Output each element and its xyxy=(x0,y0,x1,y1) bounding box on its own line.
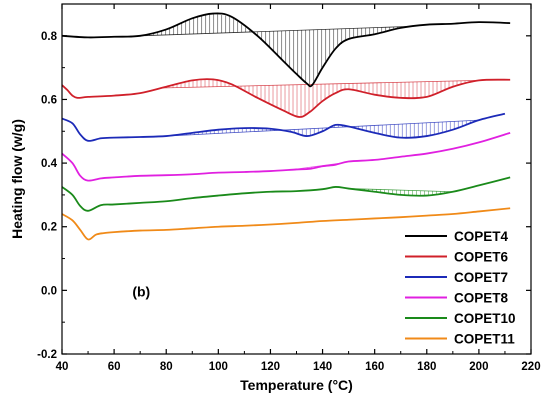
x-tick-label: 80 xyxy=(160,361,173,373)
x-tick-label: 40 xyxy=(56,361,69,373)
legend: COPET4 COPET6 COPET7 COPET8 COPET10 COPET11 xyxy=(405,229,516,347)
series-line-copet10 xyxy=(61,176,511,212)
x-tick-label: 60 xyxy=(108,361,121,373)
y-tick-label: 0.8 xyxy=(41,31,58,43)
baseline xyxy=(129,25,414,37)
y-tick-label: 0.2 xyxy=(41,222,57,234)
x-tick-label: 120 xyxy=(261,361,280,373)
series-line-copet6 xyxy=(61,78,511,118)
shaded-regions xyxy=(129,13,479,196)
series-line-copet8 xyxy=(61,131,511,182)
y-tick-label: 0.6 xyxy=(41,94,57,106)
y-tick-label: 0.4 xyxy=(41,158,58,170)
series-lines xyxy=(61,12,511,241)
legend-label: COPET6 xyxy=(454,250,509,265)
legend-label: COPET11 xyxy=(454,332,515,347)
legend-label: COPET4 xyxy=(454,229,509,244)
x-tick-label: 220 xyxy=(521,361,540,373)
legend-label: COPET7 xyxy=(454,270,508,285)
series-line-copet11 xyxy=(61,207,511,241)
y-axis-title: Heating flow (w/g) xyxy=(9,119,25,239)
panel-label: (b) xyxy=(132,284,150,300)
x-tick-labels: 40 60 80 100 120 140 160 180 200 220 xyxy=(56,361,541,373)
series-line-copet7 xyxy=(61,112,506,142)
x-tick-label: 180 xyxy=(417,361,436,373)
y-tick-label: 0.0 xyxy=(41,285,57,297)
series-line-copet4 xyxy=(61,12,511,88)
legend-label: COPET8 xyxy=(454,291,509,306)
axis-ticks xyxy=(61,4,532,355)
x-tick-label: 140 xyxy=(313,361,332,373)
x-tick-label: 160 xyxy=(365,361,384,373)
baseline xyxy=(161,79,479,89)
legend-label: COPET10 xyxy=(454,311,516,326)
y-tick-labels: -0.2 0.0 0.2 0.4 0.6 0.8 xyxy=(37,31,57,361)
y-tick-label: -0.2 xyxy=(37,349,57,361)
x-tick-label: 200 xyxy=(469,361,488,373)
baseline xyxy=(166,119,479,137)
x-axis-title: Temperature (°C) xyxy=(240,377,353,393)
x-tick-label: 100 xyxy=(209,361,228,373)
